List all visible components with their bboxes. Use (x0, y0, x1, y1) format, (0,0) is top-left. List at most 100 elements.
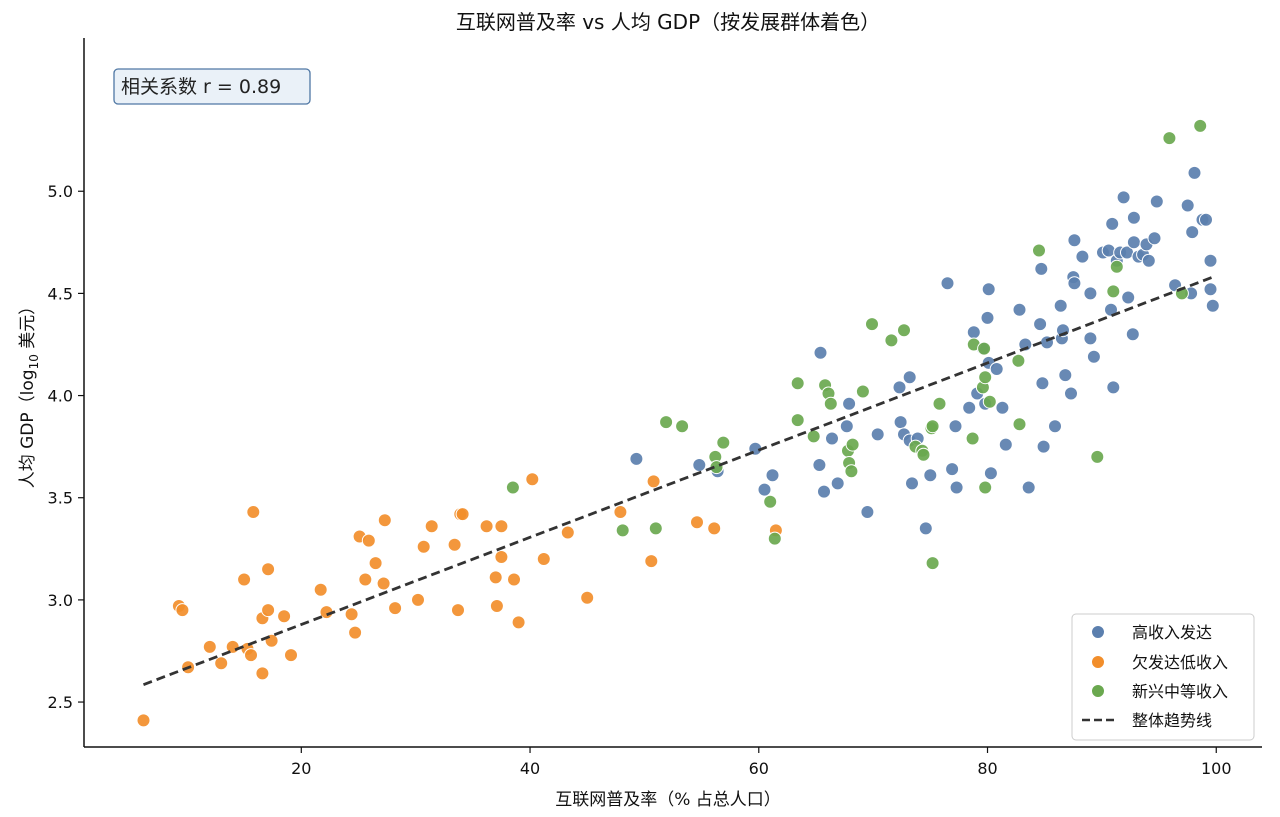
y-tick-label-4: 4.0 (48, 387, 73, 406)
point-low-income-4 (202, 639, 217, 654)
point-emerging-44 (1162, 131, 1177, 146)
point-high-income-38 (995, 400, 1010, 415)
point-high-income-5 (765, 468, 780, 483)
point-low-income-45 (560, 525, 575, 540)
x-tick-label-80: 80 (977, 759, 997, 778)
y-tick-label-4.5: 4.5 (48, 284, 73, 303)
point-emerging-26 (916, 447, 931, 462)
point-high-income-79 (1149, 194, 1164, 209)
point-high-income-0 (629, 451, 644, 466)
point-high-income-44 (1035, 376, 1050, 391)
point-high-income-84 (1187, 165, 1202, 180)
point-emerging-7 (716, 435, 731, 450)
point-high-income-24 (940, 276, 955, 291)
point-high-income-72 (1126, 210, 1141, 225)
point-high-income-26 (948, 419, 963, 434)
point-high-income-88 (1203, 282, 1218, 297)
y-ticks: 2.5 3.0 3.5 4.0 4.5 5.0 (48, 182, 84, 712)
correlation-annotation: 相关系数 r = 0.89 (113, 68, 311, 105)
point-high-income-71 (1125, 327, 1140, 342)
point-emerging-1 (615, 523, 630, 538)
point-low-income-2 (175, 603, 190, 618)
point-low-income-5 (214, 656, 229, 671)
x-tick-label-100: 100 (1201, 759, 1232, 778)
point-low-income-12 (255, 666, 270, 681)
point-emerging-37 (982, 394, 997, 409)
point-emerging-10 (790, 376, 805, 391)
point-low-income-37 (488, 570, 503, 585)
legend-box (1071, 613, 1255, 741)
correlation-box (113, 68, 311, 105)
point-low-income-31 (424, 519, 439, 534)
point-emerging-22 (884, 333, 899, 348)
point-high-income-10 (839, 419, 854, 434)
y-tick-label-3.5: 3.5 (48, 489, 73, 508)
point-low-income-10 (246, 505, 261, 519)
legend-marker-emerging (1091, 684, 1105, 698)
point-low-income-16 (277, 609, 292, 624)
x-tick-label-20: 20 (291, 759, 311, 778)
point-high-income-13 (860, 505, 875, 519)
point-low-income-9 (244, 648, 258, 663)
point-high-income-11 (813, 345, 828, 360)
point-low-income-20 (344, 607, 359, 622)
point-high-income-64 (1105, 216, 1120, 231)
point-emerging-39 (1012, 417, 1027, 432)
x-tick-label-40: 40 (520, 759, 540, 778)
legend-label-trendline: 整体趋势线 (1132, 711, 1212, 730)
point-high-income-27 (949, 480, 964, 495)
point-emerging-0 (505, 480, 520, 495)
point-high-income-22 (918, 521, 933, 536)
point-low-income-38 (489, 599, 504, 613)
legend: 高收入发达 欠发达低收入 新兴中等收入 整体趋势线 (1071, 613, 1255, 741)
point-low-income-50 (690, 515, 704, 530)
legend-marker-low-income (1091, 655, 1105, 669)
y-tick-label-5: 5.0 (48, 182, 73, 201)
point-high-income-48 (1048, 419, 1062, 434)
point-emerging-20 (855, 384, 870, 399)
point-emerging-15 (823, 396, 838, 411)
point-low-income-17 (284, 648, 298, 663)
point-high-income-4 (757, 482, 772, 497)
point-low-income-43 (525, 472, 540, 487)
point-emerging-36 (978, 480, 993, 495)
point-low-income-46 (580, 590, 595, 605)
chart-title: 互联网普及率 vs 人均 GDP（按发展群体着色） (456, 10, 880, 34)
point-high-income-77 (1141, 253, 1156, 268)
point-high-income-29 (966, 325, 981, 340)
point-high-income-86 (1199, 212, 1213, 227)
point-low-income-51 (707, 521, 722, 536)
point-low-income-32 (447, 537, 462, 552)
point-high-income-6 (812, 458, 827, 472)
point-emerging-34 (977, 341, 992, 356)
point-high-income-28 (962, 400, 977, 415)
point-high-income-53 (1064, 386, 1078, 401)
point-emerging-8 (763, 494, 778, 509)
y-tick-label-3: 3.0 (48, 591, 73, 610)
point-low-income-30 (416, 539, 431, 554)
point-high-income-78 (1147, 231, 1162, 246)
point-emerging-38 (1011, 353, 1026, 368)
point-emerging-12 (806, 429, 821, 444)
point-low-income-29 (411, 592, 425, 607)
point-emerging-41 (1090, 449, 1105, 464)
point-low-income-49 (646, 474, 661, 489)
point-low-income-33 (451, 603, 465, 618)
point-low-income-21 (348, 625, 363, 640)
point-emerging-43 (1109, 259, 1124, 274)
legend-label-low-income: 欠发达低收入 (1132, 653, 1228, 672)
point-high-income-7 (817, 484, 831, 499)
point-low-income-42 (511, 615, 526, 630)
point-high-income-73 (1126, 235, 1141, 250)
point-high-income-43 (1033, 317, 1048, 332)
y-tick-label-2.5: 2.5 (48, 693, 73, 712)
point-emerging-23 (897, 323, 911, 338)
point-emerging-42 (1106, 284, 1121, 299)
point-high-income-41 (1018, 337, 1033, 352)
x-ticks: 20 40 60 80 100 (291, 747, 1232, 778)
point-high-income-23 (923, 468, 938, 483)
point-low-income-14 (261, 603, 276, 618)
point-emerging-21 (865, 317, 879, 332)
point-emerging-46 (1193, 118, 1208, 133)
point-high-income-45 (1036, 439, 1051, 454)
